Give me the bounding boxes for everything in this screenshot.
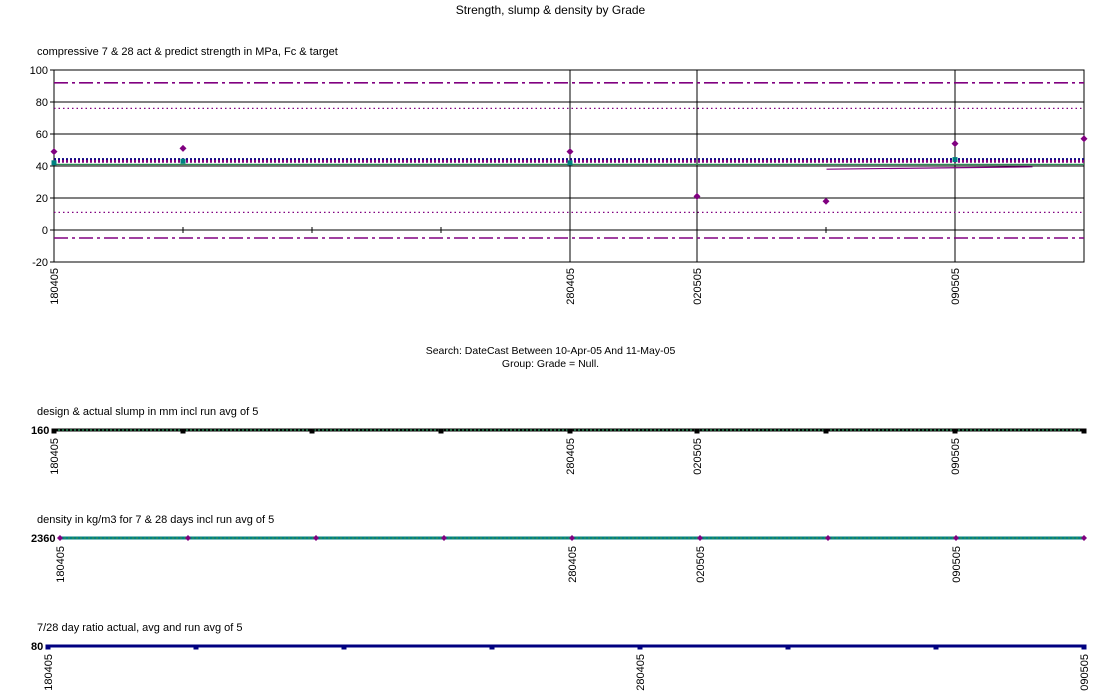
strength-chart: -20 0 20 40 60 80 100 180405 280405 020505 090505: [30, 65, 1088, 305]
x-tick-label: 180405: [43, 654, 55, 691]
data-point-square: [567, 160, 573, 166]
x-tick-label: 020505: [692, 268, 704, 305]
data-point: [694, 428, 700, 434]
y-tick-label: 20: [36, 193, 48, 205]
y-tick-label: 0: [42, 225, 48, 237]
y-tick-label: 160: [31, 425, 49, 437]
data-point: [697, 535, 703, 541]
data-point: [45, 644, 51, 650]
data-point-diamond: [822, 197, 830, 205]
y-tick-label: 80: [36, 97, 48, 109]
search-line-2: Group: Grade = Null.: [501, 358, 600, 370]
y-tick-label: 60: [36, 129, 48, 141]
x-tick-label: 180405: [49, 438, 61, 475]
x-tick-label: 280405: [567, 546, 579, 583]
data-point: [1081, 535, 1087, 541]
x-tick-label: 090505: [950, 438, 962, 475]
chart2-title: design & actual slump in mm incl run avg…: [37, 406, 259, 418]
x-tick-label: 020505: [695, 546, 707, 583]
y-tick-label: 2360: [31, 533, 55, 545]
y-tick-label: 40: [36, 161, 48, 173]
page-title: Strength, slump & density by Grade: [455, 3, 646, 17]
data-point: [569, 535, 575, 541]
data-point: [953, 535, 959, 541]
x-tick-label: 020505: [692, 438, 704, 475]
data-point: [567, 428, 573, 434]
x-tick-label: 180405: [49, 268, 61, 305]
chart3-title: density in kg/m3 for 7 & 28 days incl ru…: [37, 514, 275, 526]
data-point-square: [952, 157, 958, 163]
data-point-diamond: [179, 144, 187, 152]
data-point-diamond: [1080, 135, 1088, 143]
data-point: [180, 428, 186, 434]
data-point: [637, 644, 643, 650]
search-line-1: Search: DateCast Between 10-Apr-05 And 1…: [425, 345, 676, 357]
y-tick-label: -20: [32, 257, 48, 269]
x-tick-label: 090505: [950, 268, 962, 305]
data-point: [441, 535, 447, 541]
data-point: [313, 535, 319, 541]
data-point: [933, 644, 939, 650]
x-tick-label: 280405: [565, 268, 577, 305]
data-point: [1081, 644, 1087, 650]
data-point: [825, 535, 831, 541]
data-point: [57, 535, 63, 541]
data-point-diamond: [566, 148, 574, 156]
data-point: [185, 535, 191, 541]
data-point: [489, 644, 495, 650]
x-tick-label: 280405: [635, 654, 647, 691]
data-point: [823, 428, 829, 434]
chart4-title: 7/28 day ratio actual, avg and run avg o…: [37, 622, 243, 634]
x-tick-label: 280405: [565, 438, 577, 475]
chart1-title: compressive 7 & 28 act & predict strengt…: [37, 46, 338, 58]
data-point: [952, 428, 958, 434]
y-tick-label: 80: [31, 641, 43, 653]
data-point-square: [51, 160, 57, 166]
data-point: [309, 428, 315, 434]
data-point: [341, 644, 347, 650]
data-point: [785, 644, 791, 650]
data-point-square: [180, 158, 186, 164]
data-point: [1081, 428, 1087, 434]
data-point-diamond: [951, 140, 959, 148]
x-tick-label: 090505: [1079, 654, 1091, 691]
data-point-diamond: [693, 192, 701, 200]
x-tick-label: 090505: [951, 546, 963, 583]
data-point-diamond: [50, 148, 58, 156]
x-tick-label: 180405: [55, 546, 67, 583]
data-point: [51, 428, 57, 434]
trend-line: [826, 166, 1033, 170]
y-tick-label: 100: [30, 65, 48, 77]
data-point: [193, 644, 199, 650]
data-point: [438, 428, 444, 434]
